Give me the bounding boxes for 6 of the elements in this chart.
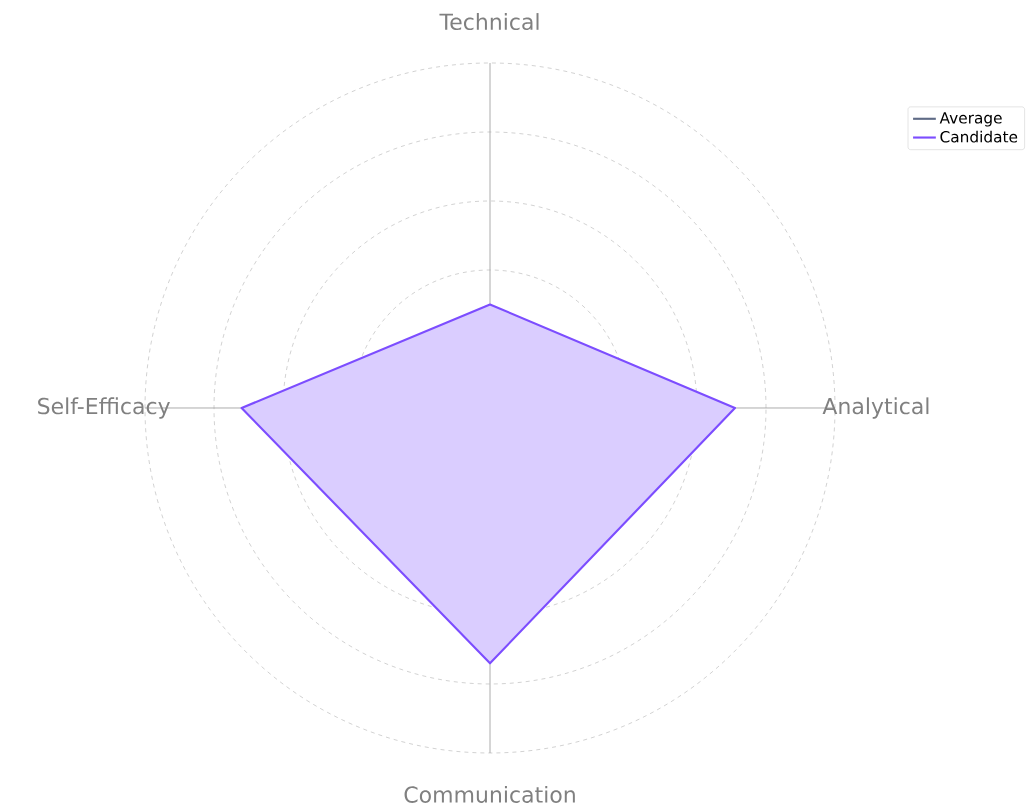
spoke-label: Technical	[439, 13, 539, 31]
spoke-label: Communication	[404, 785, 575, 803]
legend-label: Average	[939, 112, 1002, 127]
spoke-label: Self-Efficacy	[38, 397, 170, 419]
spoke-label: Analytical	[822, 397, 929, 419]
legend-label: Candidate	[940, 130, 1018, 143]
